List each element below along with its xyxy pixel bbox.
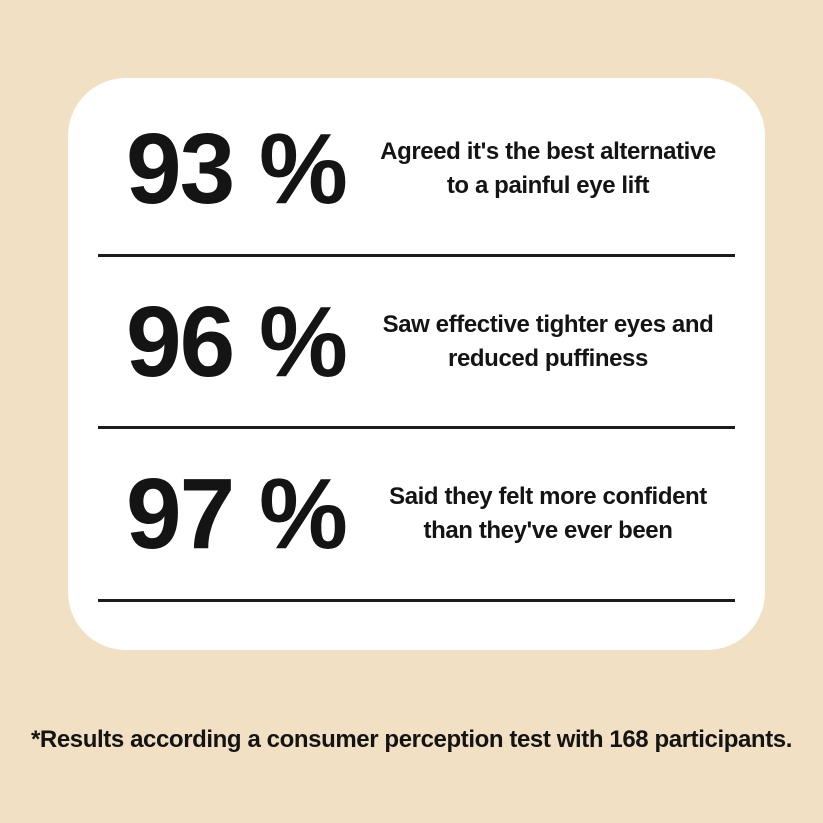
footnote: *Results according a consumer perception… [30, 726, 792, 753]
divider [98, 599, 735, 603]
stat-description: Saw effective tighter eyes and reduced p… [361, 308, 735, 376]
divider [98, 426, 735, 430]
stat-value: 96 % [126, 285, 348, 398]
stats-card: 93 % Agreed it's the best alternative to… [68, 78, 765, 650]
stat-description-line: reduced puffiness [448, 344, 648, 372]
divider [98, 253, 735, 257]
stat-description-line: than they've ever been [423, 517, 673, 545]
stat-value: 93 % [126, 112, 348, 225]
stat-value: 97 % [126, 458, 348, 571]
stat-row: 93 % Agreed it's the best alternative to… [98, 84, 735, 254]
stat-row: 97 % Said they felt more confident than … [98, 429, 735, 599]
stat-description-line: Saw effective tighter eyes and [382, 310, 714, 338]
stat-description-line: Agreed it's the best alternative [380, 137, 716, 165]
stat-row: 96 % Saw effective tighter eyes and redu… [98, 257, 735, 427]
stat-description-line: Said they felt more confident [389, 483, 707, 511]
stat-description-line: to a painful eye lift [446, 171, 650, 199]
stat-description: Agreed it's the best alternative to a pa… [361, 135, 735, 203]
stat-description: Said they felt more confident than they'… [361, 480, 735, 548]
